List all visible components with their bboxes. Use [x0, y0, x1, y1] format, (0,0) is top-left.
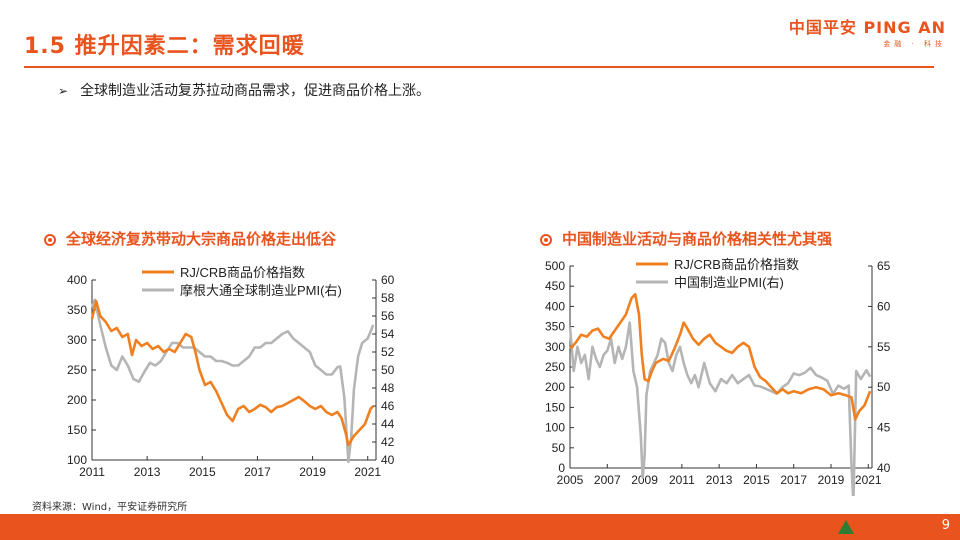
right-tick-label: 50 — [877, 380, 891, 394]
right-tick-label: 54 — [381, 327, 395, 341]
chart-2-title: 中国制造业活动与商品价格相关性尤其强 — [540, 228, 832, 249]
series-line-commodity-index — [569, 292, 872, 421]
right-tick-label: 45 — [877, 421, 891, 435]
footer-bar: 9 — [0, 514, 960, 540]
x-tick-label: 2017 — [244, 465, 271, 479]
right-tick-label: 55 — [877, 340, 891, 354]
right-tick-label: 58 — [381, 291, 395, 305]
left-tick-label: 200 — [67, 393, 87, 407]
right-tick-label: 40 — [877, 461, 891, 475]
right-tick-label: 60 — [381, 273, 395, 287]
target-bullet-icon — [44, 234, 56, 246]
legend-label: RJ/CRB商品价格指数 — [180, 265, 305, 280]
left-tick-label: 400 — [67, 273, 87, 287]
x-tick-label: 2013 — [706, 473, 733, 487]
x-tick-label: 2021 — [354, 465, 381, 479]
right-tick-label: 50 — [381, 363, 395, 377]
ping-an-logo: 中国平安 PING AN 金融 · 科技 — [789, 14, 946, 49]
left-tick-label: 400 — [545, 299, 565, 313]
title-bar: 1.5 推升因素二：需求回暖 — [0, 20, 960, 68]
left-tick-label: 300 — [67, 333, 87, 347]
x-tick-label: 2013 — [134, 465, 161, 479]
x-tick-label: 2005 — [557, 473, 584, 487]
left-tick-label: 450 — [545, 279, 565, 293]
left-tick-label: 150 — [545, 400, 565, 414]
arrow-bullet-icon: ➢ — [58, 84, 69, 98]
left-tick-label: 0 — [558, 461, 565, 475]
left-tick-label: 100 — [545, 421, 565, 435]
right-tick-label: 46 — [381, 399, 395, 413]
left-tick-label: 250 — [545, 360, 565, 374]
bullet-text: 全球制造业活动复苏拉动商品需求，促进商品价格上涨。 — [80, 83, 431, 99]
x-tick-label: 2007 — [594, 473, 621, 487]
chart-1-title-text: 全球经济复苏带动大宗商品价格走出低谷 — [66, 230, 337, 248]
legend-label: RJ/CRB商品价格指数 — [674, 257, 799, 272]
right-tick-label: 40 — [381, 453, 395, 467]
chart-1-svg: 100 150 200 250 300 350 400 40 42 44 46 48 50 52 54 56 5… — [67, 265, 395, 479]
x-tick-label: 2019 — [299, 465, 326, 479]
chart-1-title: 全球经济复苏带动大宗商品价格走出低谷 — [44, 228, 336, 249]
x-tick-label: 2015 — [743, 473, 770, 487]
right-tick-label: 60 — [877, 299, 891, 313]
title-divider — [24, 66, 934, 68]
right-tick-label: 44 — [381, 417, 395, 431]
x-tick-label: 2021 — [855, 473, 882, 487]
right-tick-label: 52 — [381, 345, 395, 359]
left-tick-label: 50 — [552, 441, 566, 455]
x-tick-label: 2015 — [189, 465, 216, 479]
right-tick-label: 48 — [381, 381, 395, 395]
x-tick-label: 2009 — [631, 473, 658, 487]
logo-triangle-icon — [838, 520, 854, 534]
left-tick-label: 350 — [67, 303, 87, 317]
left-tick-label: 500 — [545, 259, 565, 273]
page-title: 1.5 推升因素二：需求回暖 — [24, 34, 305, 59]
source-note: 资料来源：Wind，平安证券研究所 — [32, 502, 188, 513]
series-line-pmi — [90, 298, 375, 464]
x-tick-label: 2019 — [818, 473, 845, 487]
chart-2-title-text: 中国制造业活动与商品价格相关性尤其强 — [562, 230, 833, 248]
target-bullet-icon — [540, 234, 552, 246]
left-tick-label: 100 — [67, 453, 87, 467]
x-tick-label: 2017 — [780, 473, 807, 487]
right-tick-label: 65 — [877, 259, 891, 273]
x-tick-label: 2011 — [669, 473, 695, 487]
chart-1: 100 150 200 250 300 350 400 40 42 44 46 48 50 52 54 56 5… — [30, 258, 430, 494]
bullet-point: ➢ 全球制造业活动复苏拉动商品需求，促进商品价格上涨。 — [58, 80, 430, 100]
left-tick-label: 350 — [545, 320, 565, 334]
left-tick-label: 300 — [545, 340, 565, 354]
right-tick-label: 42 — [381, 435, 395, 449]
legend-label: 中国制造业PMI(右) — [674, 275, 784, 290]
series-line-commodity-index — [90, 299, 375, 447]
right-tick-label: 56 — [381, 309, 395, 323]
logo-sub-text: 金融 · 科技 — [883, 40, 946, 48]
logo-main-text: 中国平安 PING AN — [788, 18, 946, 37]
page-number: 9 — [941, 518, 950, 533]
x-tick-label: 2011 — [79, 465, 105, 479]
left-tick-label: 150 — [67, 423, 87, 437]
left-tick-label: 200 — [545, 380, 565, 394]
series-line-pmi — [568, 321, 872, 504]
chart-2: 0 50 100 150 200 250 300 350 400 450 500 40 45 50 55 60… — [520, 252, 930, 504]
left-tick-label: 250 — [67, 363, 87, 377]
chart-2-svg: 0 50 100 150 200 250 300 350 400 450 500 40 45 50 55 60… — [545, 257, 891, 504]
legend-label: 摩根大通全球制造业PMI(右) — [180, 283, 342, 298]
